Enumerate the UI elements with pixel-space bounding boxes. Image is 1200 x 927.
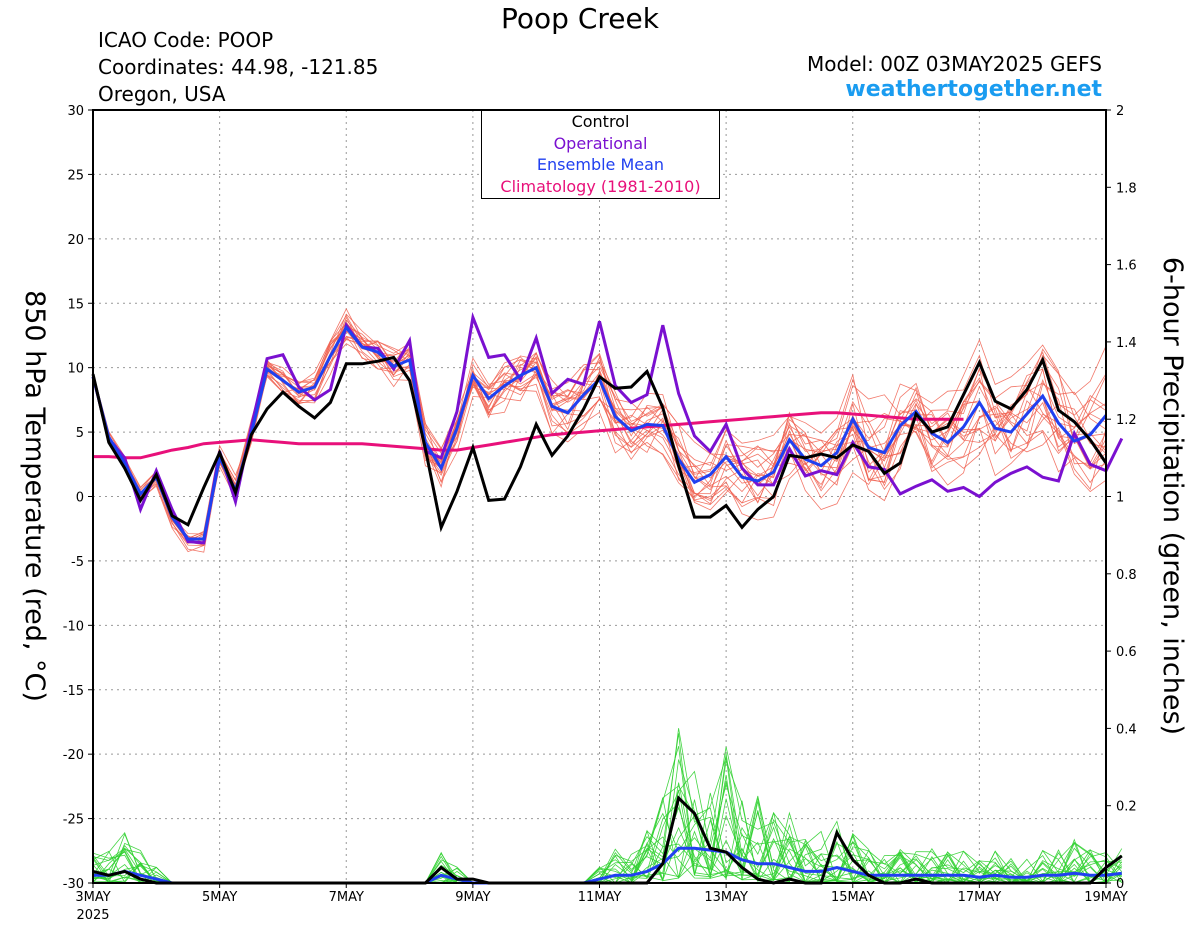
right-tick-label: 1.4 bbox=[1116, 336, 1137, 351]
x-tick-label: 19MAY bbox=[1084, 890, 1128, 905]
right-tick-label: 1.2 bbox=[1116, 413, 1137, 428]
right-tick-label: 1 bbox=[1116, 491, 1124, 506]
x-tick-label: 5MAY bbox=[202, 890, 237, 905]
legend-ensemble-mean: Ensemble Mean bbox=[536, 155, 665, 174]
x-tick-label: 15MAY bbox=[831, 890, 875, 905]
right-tick-label: 0.8 bbox=[1116, 568, 1137, 583]
right-tick-label: 1.8 bbox=[1116, 181, 1137, 196]
precip-member-line bbox=[92, 800, 1122, 884]
left-tick-label: 0 bbox=[76, 491, 84, 506]
model-run: Model: 00Z 03MAY2025 GEFS bbox=[807, 52, 1102, 76]
legend-operational: Operational bbox=[553, 133, 648, 153]
site-link[interactable]: weathertogether.net bbox=[845, 77, 1102, 102]
icao-code: ICAO Code: POOP bbox=[98, 28, 274, 52]
right-tick-label: 1.6 bbox=[1116, 259, 1137, 274]
chart-legend: Control Operational Ensemble Mean Climat… bbox=[481, 110, 720, 199]
left-tick-label: -5 bbox=[71, 555, 84, 570]
climatology-line bbox=[93, 411, 964, 460]
temp-member-line bbox=[92, 314, 1107, 540]
x-axis: 3MAY 2025 5MAY 7MAY 9MAY 11MAY 13MAY 15MAY 17MAY… bbox=[75, 883, 1128, 923]
x-tick-label: 7MAY bbox=[329, 890, 364, 905]
left-tick-label: -20 bbox=[63, 748, 84, 763]
right-axis: 2 1.8 1.6 1.4 1.2 1 0.8 0.6 0.4 0.2 0 bbox=[1106, 104, 1137, 892]
x-tick-label: 3MAY bbox=[75, 890, 110, 905]
precip-member-line bbox=[92, 728, 1123, 884]
precip-member-line bbox=[92, 746, 1122, 884]
left-tick-label: -10 bbox=[63, 619, 84, 634]
x-tick-label: 13MAY bbox=[704, 890, 748, 905]
y-axis-label-right: 6-hour Precipitation (green, inches) bbox=[1157, 257, 1188, 735]
chart-title: Poop Creek bbox=[501, 2, 659, 35]
left-tick-label: -15 bbox=[63, 684, 84, 699]
region-label: Oregon, USA bbox=[98, 82, 226, 106]
x-tick-label: 17MAY bbox=[958, 890, 1002, 905]
coordinates: Coordinates: 44.98, -121.85 bbox=[98, 55, 379, 79]
temp-member-line bbox=[92, 335, 1107, 544]
left-tick-label: 15 bbox=[67, 297, 84, 312]
precip-member-line bbox=[92, 746, 1123, 884]
grid-lines bbox=[93, 110, 1106, 883]
right-tick-label: 0.6 bbox=[1116, 645, 1137, 660]
operational-line bbox=[91, 311, 1124, 545]
y-axis-label-left: 850 hPa Temperature (red, °C) bbox=[19, 290, 50, 702]
left-tick-label: 20 bbox=[67, 233, 84, 248]
left-tick-label: 10 bbox=[67, 362, 84, 377]
right-tick-label: 0 bbox=[1116, 877, 1124, 892]
right-tick-label: 0.4 bbox=[1116, 722, 1137, 737]
precip-member-line bbox=[92, 799, 1123, 884]
left-tick-label: 30 bbox=[67, 104, 84, 119]
precip-member-line bbox=[92, 759, 1122, 884]
left-tick-label: -25 bbox=[63, 813, 84, 828]
right-tick-label: 0.2 bbox=[1116, 800, 1137, 815]
precip-control-line bbox=[92, 795, 1123, 885]
left-tick-label: -30 bbox=[63, 877, 84, 892]
precipitation-ensemble-members bbox=[92, 728, 1123, 884]
left-tick-label: 5 bbox=[76, 426, 84, 441]
x-tick-label: 11MAY bbox=[578, 890, 622, 905]
x-tick-label: 9MAY bbox=[455, 890, 490, 905]
x-tick-sublabel: 2025 bbox=[76, 908, 109, 923]
precip-member-line bbox=[92, 733, 1122, 884]
legend-control: Control bbox=[571, 112, 630, 131]
right-tick-label: 2 bbox=[1116, 104, 1124, 119]
legend-climatology: Climatology (1981-2010) bbox=[500, 176, 701, 196]
left-axis: 30 25 20 15 10 5 0 -5 -10 -15 -20 -25 -30 bbox=[63, 104, 93, 892]
control-line bbox=[91, 355, 1108, 533]
left-tick-label: 25 bbox=[67, 168, 84, 183]
